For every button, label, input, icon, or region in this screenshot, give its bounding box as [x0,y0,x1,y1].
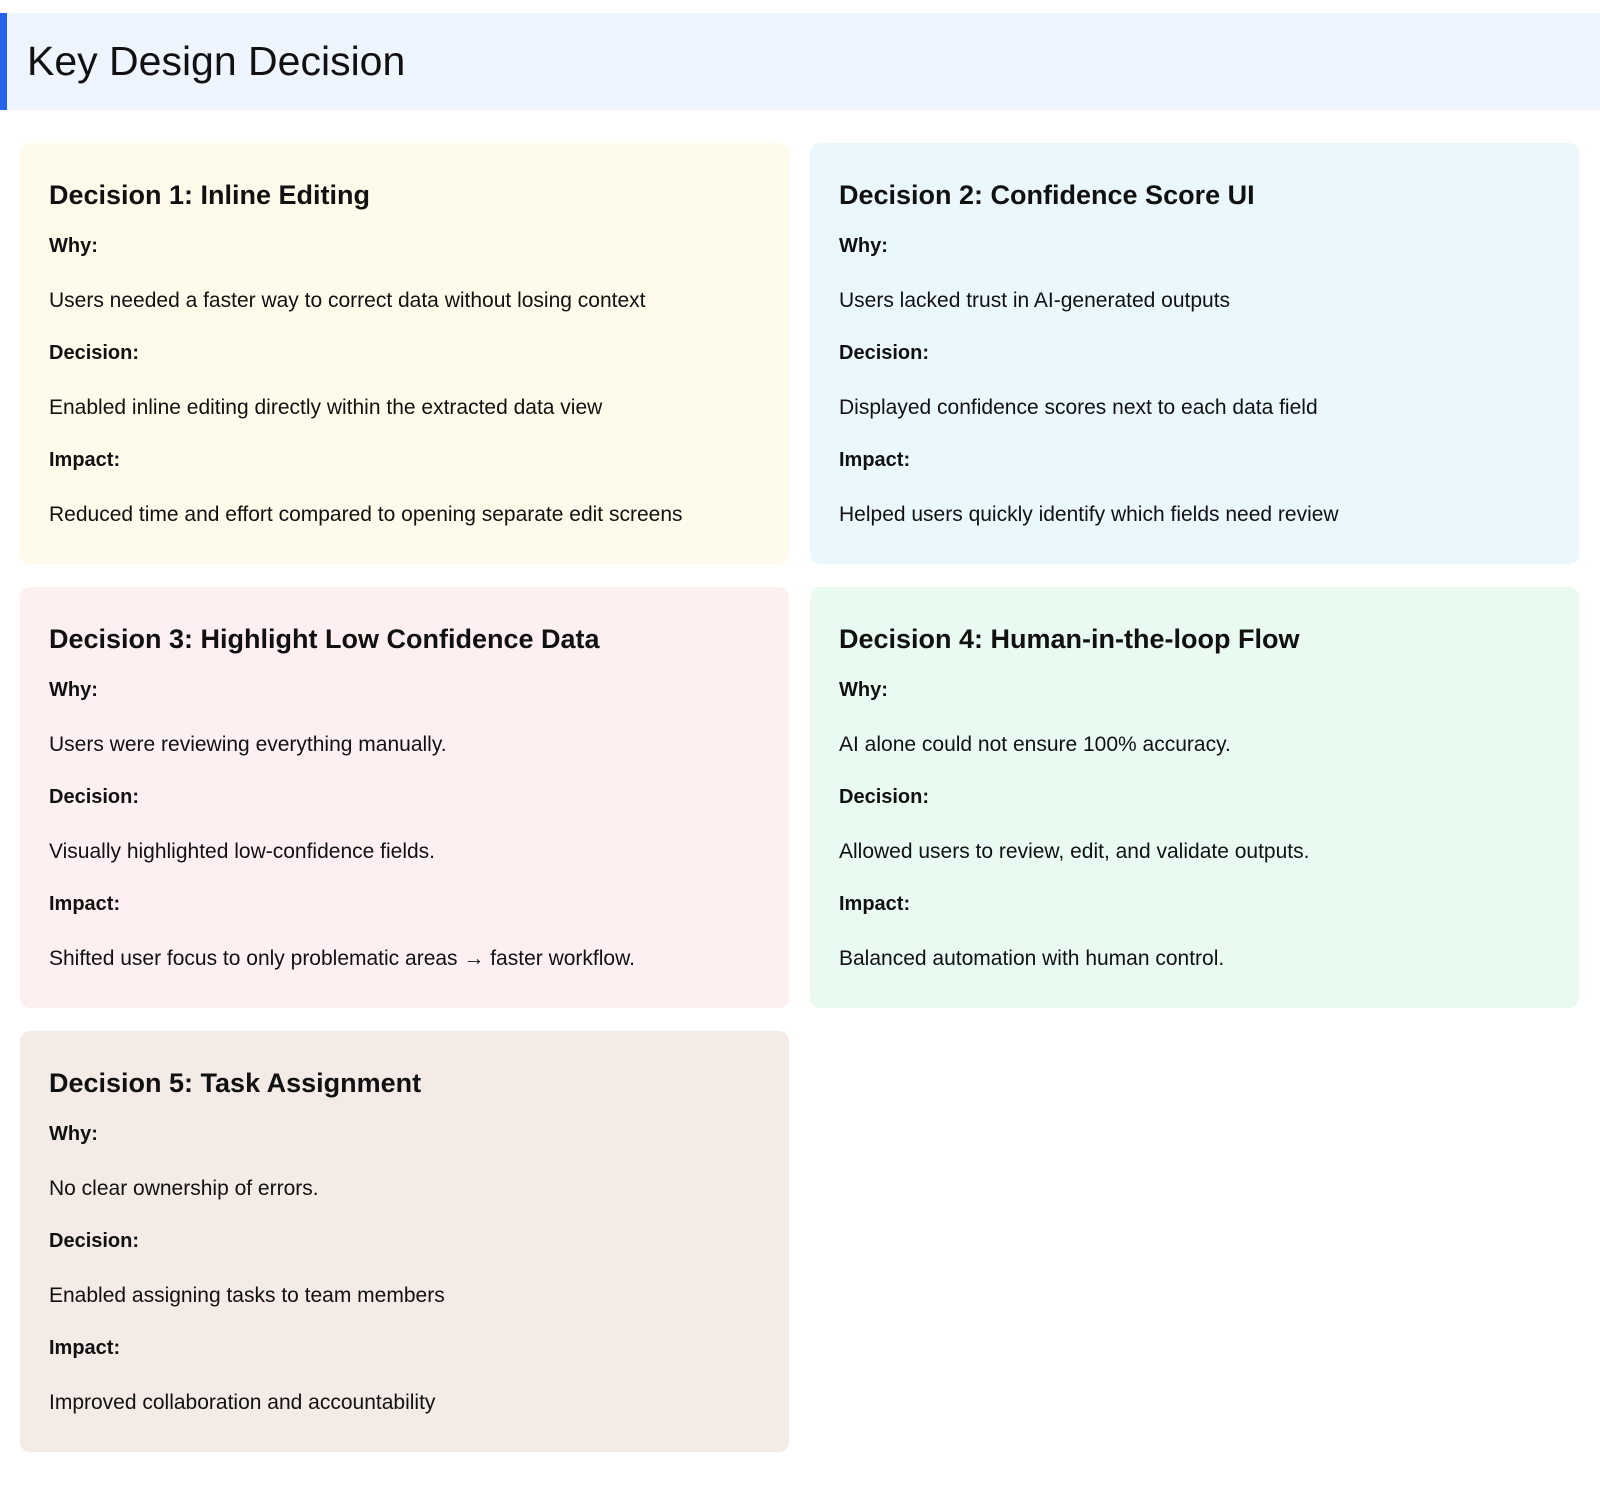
decision-card: Decision 4: Human-in-the-loop Flow Why: AI… [810,587,1579,1008]
section-label: Decision: [49,342,140,364]
section-label: Decision: [49,1230,140,1252]
card-grid: Decision 1: Inline Editing Why: Users need… [20,143,1579,1452]
section-text: Users lacked trust in AI-generated outpu… [839,288,1231,312]
section-text: Reduced time and effort compared to open… [49,502,683,526]
section-text: Shifted user focus to only problematic a… [49,946,635,970]
section-text: Visually highlighted low-confidence fiel… [49,839,436,863]
section-label: Why: [49,679,98,701]
section-label: Impact: [839,449,911,471]
section-text: Displayed confidence scores next to each… [839,395,1318,419]
card-title: Decision 2: Confidence Score UI [839,180,1255,210]
section-label: Impact: [49,893,121,915]
section-text: Helped users quickly identify which fiel… [839,502,1339,526]
header: Key Design Decision [0,13,1600,110]
decision-card: Decision 5: Task Assignment Why: No clear … [20,1031,789,1452]
section-text: Users needed a faster way to correct dat… [49,288,646,312]
section-label: Impact: [49,1337,121,1359]
section-label: Decision: [49,786,140,808]
section-text: Allowed users to review, edit, and valid… [839,839,1310,863]
card-title: Decision 4: Human-in-the-loop Flow [839,624,1300,654]
section-label: Why: [839,235,888,257]
decision-card: Decision 3: Highlight Low Confidence Dat… [20,587,789,1008]
decision-card: Decision 2: Confidence Score UI Why: Users… [810,143,1579,564]
section-text: Improved collaboration and accountabilit… [49,1390,436,1414]
section-label: Decision: [839,786,930,808]
section-text: Users were reviewing everything manually… [49,732,447,756]
card-title: Decision 3: Highlight Low Confidence Dat… [49,624,600,654]
section-label: Impact: [839,893,911,915]
card-title: Decision 5: Task Assignment [49,1068,422,1098]
section-text: Balanced automation with human control. [839,946,1225,970]
section-text: Enabled assigning tasks to team members [49,1283,445,1307]
decision-card: Decision 1: Inline Editing Why: Users need… [20,143,789,564]
section-text: Enabled inline editing directly within t… [49,395,603,419]
card-title: Decision 1: Inline Editing [49,180,371,210]
section-label: Why: [49,1123,98,1145]
section-label: Why: [839,679,888,701]
section-text: AI alone could not ensure 100% accuracy. [839,732,1231,756]
section-label: Impact: [49,449,121,471]
section-text: No clear ownership of errors. [49,1176,319,1200]
section-label: Why: [49,235,98,257]
section-label: Decision: [839,342,930,364]
page-title: Key Design Decision [27,38,406,84]
